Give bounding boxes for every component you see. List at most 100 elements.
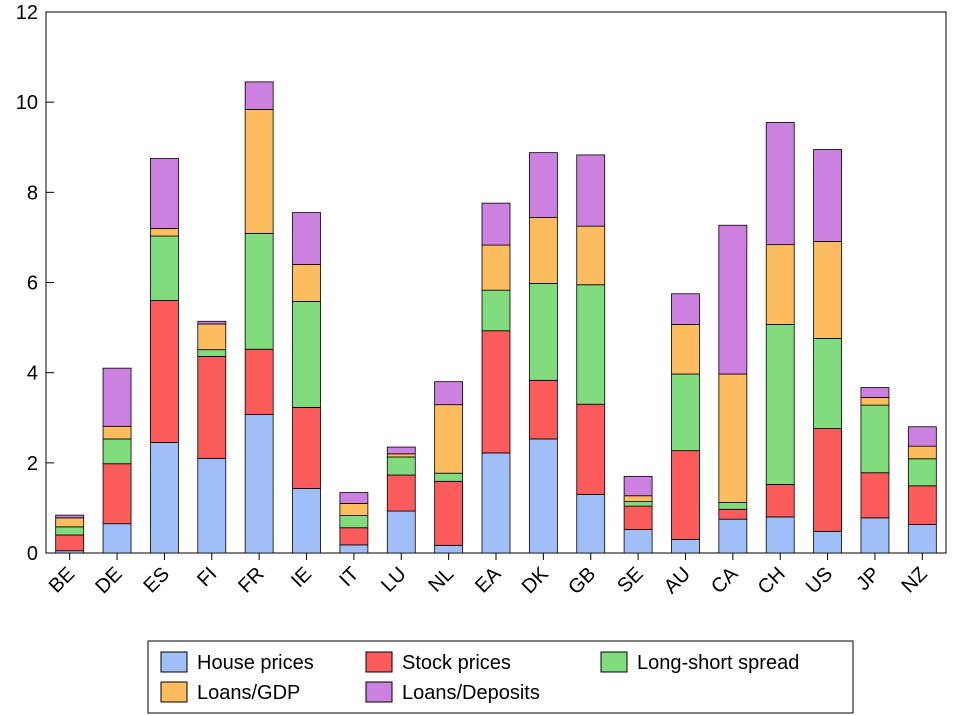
bar-segment-fi-s0 bbox=[197, 457, 227, 554]
bar-segment-jp-s2 bbox=[860, 404, 890, 474]
bar-segment-nl-s2 bbox=[434, 472, 464, 482]
bar-segment-ie-s4 bbox=[292, 212, 321, 265]
bar-segment-fr-s1 bbox=[244, 348, 274, 415]
bar-segment-ch-s0 bbox=[765, 516, 795, 554]
bar-segment-es-s4 bbox=[150, 158, 179, 229]
bar-segment-nz-s0 bbox=[907, 524, 937, 554]
bar-segment-dk-s0 bbox=[528, 438, 558, 554]
bar-segment-es-s0 bbox=[150, 442, 179, 554]
y-tick-label: 6 bbox=[27, 273, 38, 295]
bar-segment-lu-s4 bbox=[386, 446, 416, 455]
bar-segment-lu-s0 bbox=[386, 510, 416, 554]
bar-segment-lu-s2 bbox=[386, 456, 416, 476]
legend-label: Stock prices bbox=[402, 652, 511, 674]
bar-segment-au-s0 bbox=[671, 539, 700, 554]
x-tick-label: SE bbox=[613, 563, 647, 597]
bar-segment-fi-s2 bbox=[197, 349, 227, 357]
bar-segment-jp-s3 bbox=[860, 397, 890, 406]
bar-segment-fi-s3 bbox=[197, 323, 227, 351]
bar-segment-ie-s3 bbox=[292, 264, 321, 302]
bar-segment-it-s2 bbox=[339, 515, 369, 529]
bar-segment-ea-s4 bbox=[481, 202, 511, 246]
bar-segment-jp-s4 bbox=[860, 387, 890, 398]
bar-segment-it-s4 bbox=[339, 492, 369, 504]
bar-segment-ca-s2 bbox=[718, 502, 748, 510]
bar-segment-ca-s4 bbox=[718, 224, 748, 375]
legend-swatch bbox=[365, 681, 393, 703]
bar-segment-ea-s3 bbox=[481, 244, 511, 291]
bar-segment-de-s4 bbox=[102, 367, 132, 427]
bar-segment-fr-s0 bbox=[244, 414, 274, 554]
legend-swatch bbox=[600, 651, 628, 673]
bar-segment-nz-s3 bbox=[907, 445, 937, 460]
bar-segment-it-s1 bbox=[339, 527, 369, 546]
bar-segment-es-s2 bbox=[150, 235, 179, 301]
y-axis: 0 2 4 6 8 10 12 bbox=[16, 2, 54, 565]
x-tick-label: NZ bbox=[897, 563, 931, 597]
y-tick-label: 10 bbox=[16, 92, 38, 114]
bar-segment-au-s1 bbox=[671, 450, 700, 540]
x-tick-label: NL bbox=[425, 563, 459, 597]
bar-segment-ca-s1 bbox=[718, 508, 748, 520]
x-tick-label: JP bbox=[852, 563, 884, 595]
bar-segment-be-s3 bbox=[55, 517, 85, 528]
bar-segment-ch-s3 bbox=[765, 244, 795, 325]
bar-segment-ca-s0 bbox=[718, 518, 748, 554]
x-tick-label: EA bbox=[471, 563, 506, 598]
legend-swatch bbox=[160, 651, 188, 673]
y-tick-label: 8 bbox=[27, 182, 38, 204]
bar-segment-gb-s4 bbox=[576, 154, 606, 227]
legend-label: Loans/Deposits bbox=[402, 682, 540, 704]
bar-segment-au-s4 bbox=[671, 293, 700, 325]
x-axis: BE DE ES FI FR IE IT LU NL EA DK GB SE AU CA CH US JP NZ bbox=[45, 553, 932, 599]
bar-segment-se-s4 bbox=[623, 475, 653, 497]
bar-segment-fi-s4 bbox=[197, 320, 227, 325]
bar-segment-jp-s1 bbox=[860, 472, 890, 519]
bar-segment-de-s3 bbox=[102, 425, 132, 440]
bar-segment-dk-s1 bbox=[528, 379, 558, 440]
bar-segment-us-s4 bbox=[813, 149, 842, 242]
x-tick-label: BE bbox=[45, 563, 79, 597]
bar-segment-ie-s0 bbox=[292, 488, 321, 554]
bar-segment-nl-s4 bbox=[434, 381, 464, 406]
bar-segment-nl-s1 bbox=[434, 480, 464, 546]
bar-segment-nz-s2 bbox=[907, 458, 937, 487]
bar-segment-se-s2 bbox=[623, 501, 653, 507]
x-tick-label: DK bbox=[518, 563, 554, 599]
legend-label: Long-short spread bbox=[637, 652, 799, 674]
legend-label: Loans/GDP bbox=[197, 682, 300, 704]
bar-segment-ie-s1 bbox=[292, 406, 321, 489]
bar-segment-ie-s2 bbox=[292, 301, 321, 408]
bar-segment-es-s1 bbox=[150, 300, 179, 443]
bar-segment-fr-s4 bbox=[244, 81, 274, 110]
bar-segment-nz-s4 bbox=[907, 426, 937, 447]
bar-segment-gb-s0 bbox=[576, 493, 606, 554]
bar-segment-be-s4 bbox=[55, 514, 85, 519]
bar-segment-gb-s2 bbox=[576, 284, 606, 405]
bar-segment-ea-s1 bbox=[481, 330, 511, 454]
y-tick-label: 4 bbox=[27, 363, 38, 385]
bars-layer bbox=[55, 81, 937, 554]
bar-segment-us-s0 bbox=[813, 530, 842, 554]
bar-segment-jp-s0 bbox=[860, 517, 890, 554]
bar-segment-dk-s3 bbox=[528, 217, 558, 284]
bar-segment-au-s3 bbox=[671, 324, 700, 375]
bar-segment-ch-s2 bbox=[765, 324, 795, 485]
bar-segment-be-s2 bbox=[55, 526, 85, 536]
bar-segment-be-s1 bbox=[55, 534, 85, 552]
bar-segment-it-s3 bbox=[339, 503, 369, 516]
bar-segment-de-s0 bbox=[102, 523, 132, 554]
bar-segment-es-s3 bbox=[150, 227, 179, 237]
bar-segment-us-s2 bbox=[813, 338, 842, 429]
bar-segment-fr-s3 bbox=[244, 108, 274, 234]
legend-box bbox=[147, 640, 854, 714]
bar-segment-it-s0 bbox=[339, 544, 369, 554]
bar-segment-ch-s4 bbox=[765, 122, 795, 246]
bar-segment-se-s3 bbox=[623, 495, 653, 503]
x-tick-label: FR bbox=[234, 563, 268, 597]
x-tick-label: AU bbox=[660, 563, 695, 598]
x-tick-label: GB bbox=[564, 563, 600, 599]
bar-segment-au-s2 bbox=[671, 373, 700, 452]
bar-segment-nz-s1 bbox=[907, 485, 937, 525]
bar-segment-fr-s2 bbox=[244, 232, 274, 350]
